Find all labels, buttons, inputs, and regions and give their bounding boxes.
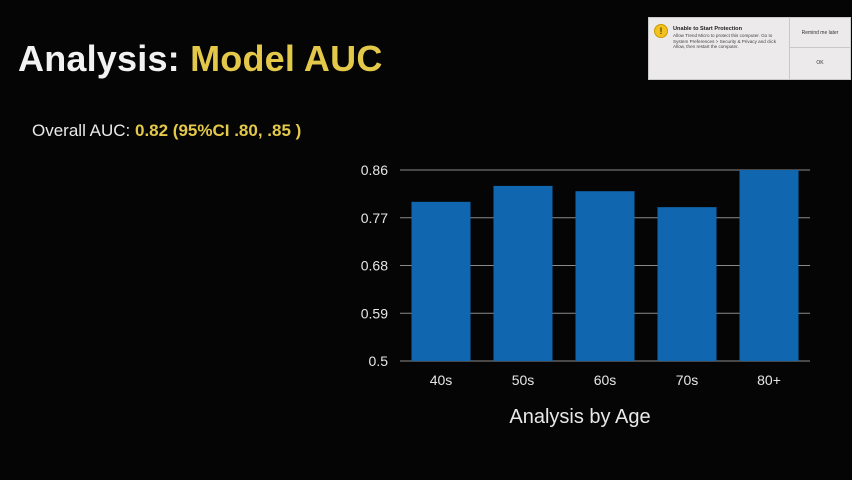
warning-icon: ! — [654, 24, 668, 38]
overall-auc-label: Overall AUC: — [32, 121, 135, 140]
x-tick-label: 40s — [430, 372, 453, 388]
x-tick-label: 60s — [594, 372, 617, 388]
notification-body: ! Unable to Start Protection Allow Trend… — [649, 18, 790, 79]
auc-by-age-chart: 0.5 0.59 0.68 0.77 0.86 40s 50s 60s 70s 80+ Analy… — [340, 150, 820, 440]
x-tick-label: 80+ — [757, 372, 781, 388]
title-accent: Model AUC — [190, 38, 383, 79]
title-prefix: Analysis: — [18, 38, 191, 79]
notification-title: Unable to Start Protection — [673, 26, 742, 32]
bar — [411, 201, 471, 361]
remind-later-button[interactable]: Remind me later — [790, 18, 850, 48]
y-tick-label: 0.59 — [361, 305, 388, 321]
bar — [657, 207, 717, 361]
page-title: Analysis: Model AUC — [18, 38, 383, 80]
chart-canvas: 0.5 0.59 0.68 0.77 0.86 40s 50s 60s 70s 80+ — [361, 162, 810, 388]
y-tick-label: 0.68 — [361, 258, 388, 274]
overall-auc-value: 0.82 (95%CI .80, .85 ) — [134, 121, 302, 140]
ok-button[interactable]: OK — [816, 60, 824, 66]
overall-auc-text: Overall AUC: 0.82 (95%CI .80, .85 ) — [32, 121, 301, 141]
y-tick-label: 0.5 — [369, 353, 389, 369]
bar — [739, 170, 799, 361]
bar — [575, 191, 635, 361]
chart-x-axis-title: Analysis by Age — [509, 406, 651, 428]
y-tick-label: 0.86 — [361, 162, 388, 178]
notification-message: Allow Trend Micro to protect this comput… — [673, 33, 777, 50]
x-tick-label: 50s — [512, 372, 535, 388]
x-tick-label: 70s — [676, 372, 699, 388]
protection-notification: ! Unable to Start Protection Allow Trend… — [648, 17, 851, 80]
bar — [493, 185, 553, 361]
y-tick-label: 0.77 — [361, 210, 388, 226]
